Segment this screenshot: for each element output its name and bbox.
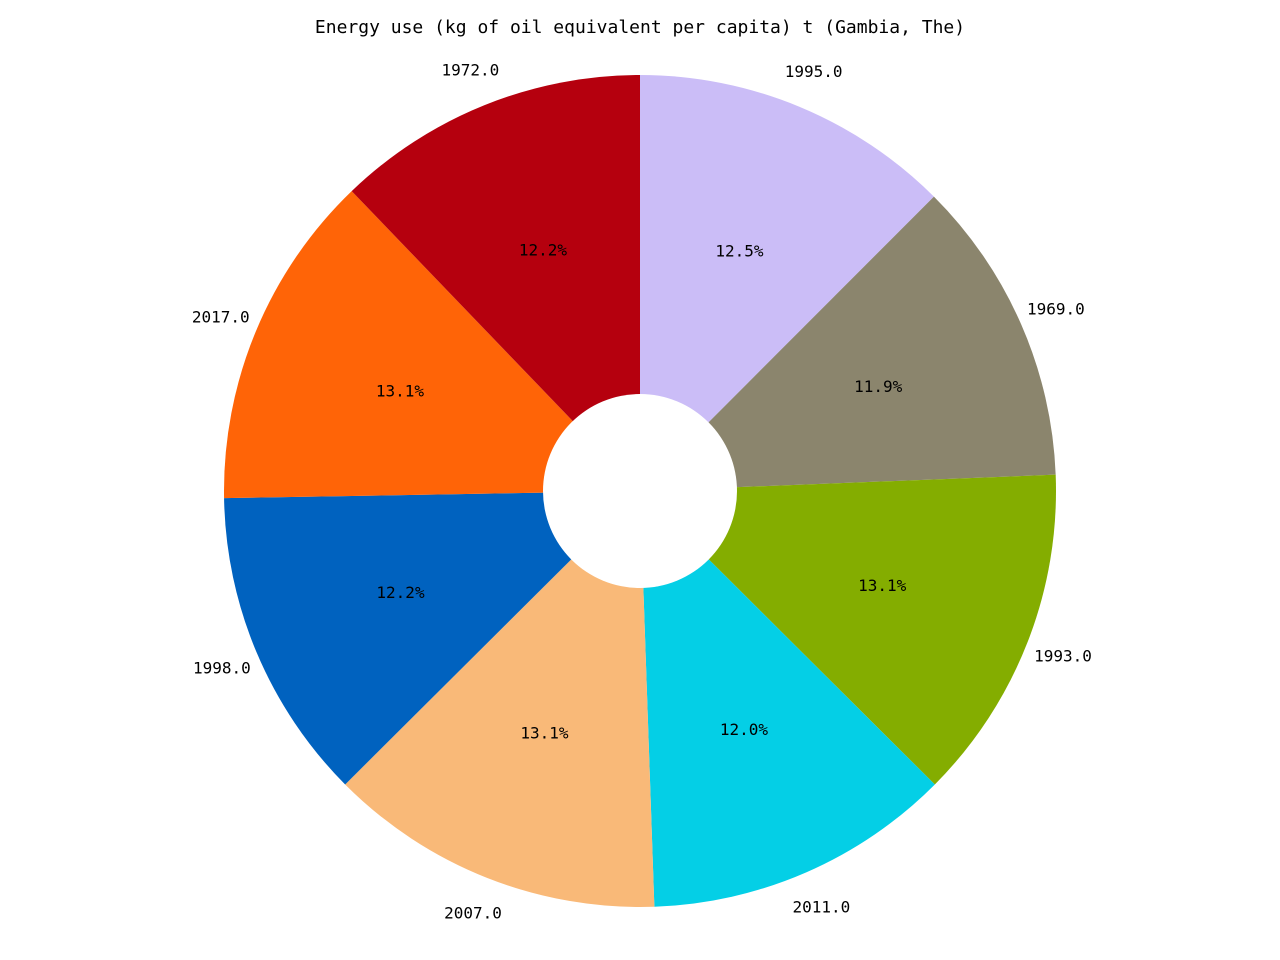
slice-category-label: 2011.0 bbox=[793, 898, 851, 917]
percent-label: 11.9% bbox=[854, 377, 903, 396]
pie-slice-2007-0 bbox=[345, 491, 655, 907]
slice-category-label: 2007.0 bbox=[444, 904, 502, 923]
percent-label: 13.1% bbox=[858, 576, 907, 595]
pie-slices bbox=[223, 75, 1057, 907]
pie-slice-2017-0 bbox=[223, 191, 640, 499]
percent-label: 12.2% bbox=[519, 240, 568, 259]
pie-slice-1969-0 bbox=[640, 196, 1056, 492]
chart-title: Energy use (kg of oil equivalent per cap… bbox=[315, 17, 965, 38]
pie-slice-2011-0 bbox=[640, 491, 935, 907]
percent-label: 12.5% bbox=[715, 241, 764, 260]
percent-label: 13.1% bbox=[520, 723, 569, 742]
slice-category-label: 1972.0 bbox=[442, 60, 500, 79]
slice-category-label: 1969.0 bbox=[1027, 299, 1085, 318]
pie-slice-1995-0 bbox=[640, 75, 934, 491]
donut-hole bbox=[543, 394, 737, 588]
pie-slice-1998-0 bbox=[224, 491, 640, 785]
slice-category-label: 1993.0 bbox=[1034, 647, 1092, 666]
percent-label: 12.0% bbox=[720, 720, 769, 739]
percent-label: 12.2% bbox=[376, 583, 425, 602]
slice-category-label: 1998.0 bbox=[193, 658, 251, 677]
pie-slice-1993-0 bbox=[640, 474, 1057, 785]
pie-slice-1972-0 bbox=[351, 75, 640, 491]
slice-category-label: 2017.0 bbox=[192, 307, 250, 326]
slice-labels: 12.5% 1995.0 11.9% 1969.0 13.1% 1993.0 12.0% 20… bbox=[192, 60, 1092, 922]
percent-label: 13.1% bbox=[376, 382, 425, 401]
slice-category-label: 1995.0 bbox=[785, 62, 843, 81]
